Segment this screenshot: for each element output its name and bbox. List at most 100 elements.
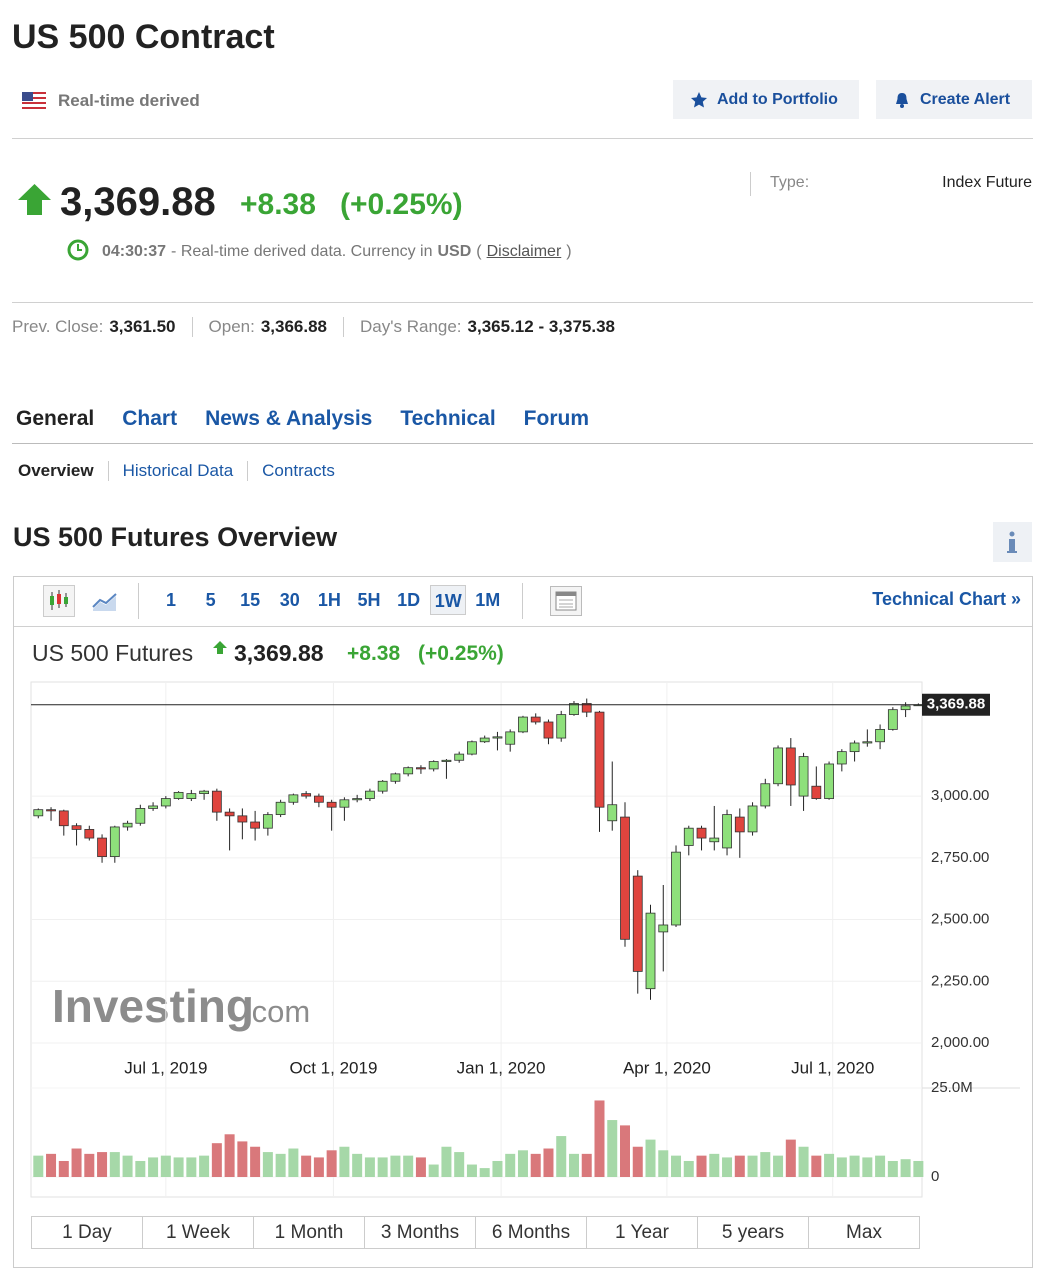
line-icon[interactable] xyxy=(91,590,119,612)
section-title: US 500 Futures Overview xyxy=(13,522,338,552)
candle-body xyxy=(811,785,822,799)
volume-bar xyxy=(658,1150,669,1177)
volume-bar xyxy=(722,1157,733,1177)
tab[interactable]: News & Analysis xyxy=(205,407,373,430)
volume-bar xyxy=(543,1148,554,1177)
candle-body xyxy=(734,816,745,833)
watermark: .com xyxy=(243,994,310,1029)
candle-body xyxy=(696,827,707,839)
disclaimer-link[interactable]: Disclaimer xyxy=(486,243,562,260)
candles-icon[interactable] xyxy=(43,585,75,617)
interval-button[interactable]: 1 xyxy=(165,590,176,610)
interval-button[interactable]: 15 xyxy=(240,590,261,610)
tab[interactable]: Forum xyxy=(523,407,589,430)
volume-bar xyxy=(709,1153,720,1177)
tab[interactable]: Technical xyxy=(400,407,496,430)
tabs: General Chart News & Analysis Technical Foru… xyxy=(16,407,589,431)
range-button[interactable]: 6 Months xyxy=(475,1217,586,1248)
range-button[interactable]: 5 years xyxy=(697,1217,808,1248)
info-button[interactable] xyxy=(993,522,1032,562)
range-button[interactable]: 1 Day xyxy=(62,1222,112,1243)
stat-value: 3,366.88 xyxy=(260,317,328,336)
volume-bar xyxy=(262,1152,273,1177)
volume-bar xyxy=(288,1148,299,1177)
candle-body xyxy=(365,790,375,799)
range-buttons: 1 Day 1 Week 1 Month 3 Months 6 Months 1 Year… xyxy=(31,1216,920,1249)
volume-bar xyxy=(556,1136,567,1177)
volume-tick-label: 0 xyxy=(931,1168,939,1185)
divider xyxy=(750,172,751,196)
volume-bar xyxy=(352,1153,363,1177)
volume-bar xyxy=(148,1157,159,1177)
x-tick-label: Jul 1, 2019 xyxy=(124,1058,207,1077)
interval-button[interactable]: 1M xyxy=(475,590,501,610)
candle-body xyxy=(798,756,809,797)
volume-bar xyxy=(466,1164,477,1177)
candle-body xyxy=(862,741,873,744)
range-button[interactable]: 3 Months xyxy=(364,1217,475,1248)
subtab[interactable]: Historical Data xyxy=(107,461,233,481)
volume-bar xyxy=(46,1153,57,1177)
candle-body xyxy=(71,825,82,830)
volume-bar xyxy=(645,1139,656,1177)
candle-body xyxy=(199,790,209,795)
range-button[interactable]: 1 Month xyxy=(253,1217,364,1248)
paren: ( xyxy=(476,243,482,260)
x-tick-label: Jan 1, 2020 xyxy=(457,1058,546,1077)
time-row: 04:30:37 - Real-time derived data. Curre… xyxy=(102,243,572,261)
volume-bar xyxy=(875,1155,886,1177)
range-button[interactable]: 1 Week xyxy=(142,1217,253,1248)
table-icon[interactable] xyxy=(550,586,582,616)
stat: Day's Range: 3,365.12 - 3,375.38 xyxy=(343,317,615,337)
candle-body xyxy=(377,780,388,792)
volume-bar xyxy=(339,1146,350,1177)
candle-body xyxy=(645,912,656,990)
interval-button[interactable]: 5H xyxy=(357,590,381,610)
volume-bar xyxy=(785,1139,796,1177)
interval-button[interactable]: 1H xyxy=(317,590,341,610)
subtab[interactable]: Overview xyxy=(18,461,94,480)
candle-body xyxy=(186,793,197,799)
tab[interactable]: General xyxy=(16,407,95,430)
candle-body xyxy=(173,791,184,799)
volume-bar xyxy=(760,1152,771,1177)
range-button[interactable]: Max xyxy=(808,1217,919,1248)
x-tick-label: Jul 1, 2020 xyxy=(791,1058,874,1077)
subtab[interactable]: Contracts xyxy=(247,461,335,481)
candle-body xyxy=(492,736,503,739)
add-portfolio-button[interactable]: Add to Portfolio xyxy=(673,80,859,119)
interval-button[interactable]: 1D xyxy=(397,590,421,610)
volume-bar xyxy=(199,1155,210,1177)
volume-bar xyxy=(887,1160,898,1177)
y-tick-label: 2,500.00 xyxy=(931,911,989,928)
volume-bar xyxy=(364,1157,375,1177)
interval-button[interactable]: 1W xyxy=(430,585,467,615)
technical-chart-link[interactable]: Technical Chart » xyxy=(872,589,1021,609)
volume-bar xyxy=(211,1143,222,1177)
volume-bar xyxy=(109,1152,120,1177)
candle-body xyxy=(556,714,567,739)
stat-label: Day's Range: xyxy=(360,317,462,336)
stat-value: 3,361.50 xyxy=(109,317,176,336)
volume-bar xyxy=(505,1153,516,1177)
volume-bar xyxy=(607,1120,618,1177)
stat-label: Prev. Close: xyxy=(12,317,104,336)
clock-icon xyxy=(67,239,89,261)
volume-bar xyxy=(849,1155,860,1177)
volume-bar xyxy=(84,1153,95,1177)
button-label: Create Alert xyxy=(920,90,1011,108)
candle-body xyxy=(530,716,541,723)
tab[interactable]: Chart xyxy=(122,407,178,430)
interval-button[interactable]: 5 xyxy=(205,590,216,610)
candle-body xyxy=(109,826,120,857)
volume-bar xyxy=(58,1160,69,1177)
create-alert-button[interactable]: Create Alert xyxy=(876,80,1032,119)
x-tick-label: Apr 1, 2020 xyxy=(623,1058,711,1077)
interval-button[interactable]: 30 xyxy=(279,590,300,610)
range-button[interactable]: 1 Year xyxy=(586,1217,697,1248)
volume-bar xyxy=(275,1153,286,1177)
volume-bar xyxy=(913,1160,924,1177)
volume-bar xyxy=(734,1155,745,1177)
candle-body xyxy=(824,763,834,799)
volume-bar xyxy=(454,1152,465,1177)
